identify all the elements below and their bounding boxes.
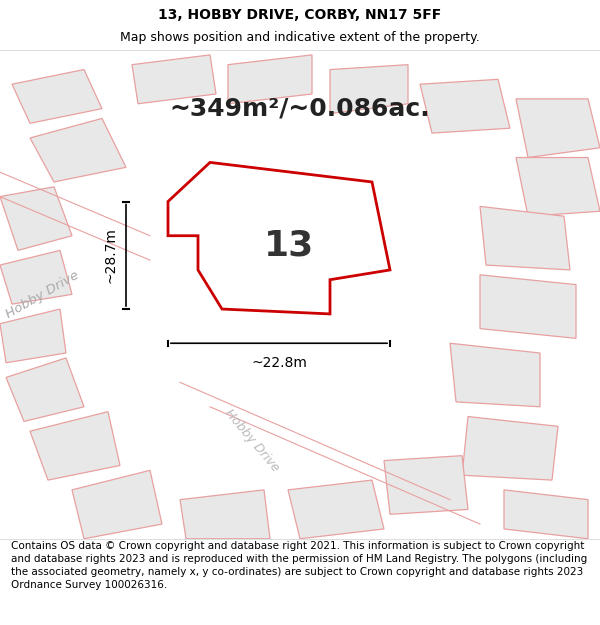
Polygon shape	[0, 309, 66, 362]
Text: Map shows position and indicative extent of the property.: Map shows position and indicative extent…	[120, 31, 480, 44]
Text: ~28.7m: ~28.7m	[104, 228, 118, 283]
Polygon shape	[30, 412, 120, 480]
Text: ~22.8m: ~22.8m	[251, 356, 307, 370]
Polygon shape	[0, 251, 72, 304]
Polygon shape	[420, 79, 510, 133]
Polygon shape	[384, 456, 468, 514]
Polygon shape	[462, 416, 558, 480]
Polygon shape	[12, 69, 102, 123]
Polygon shape	[480, 275, 576, 338]
Text: 13, HOBBY DRIVE, CORBY, NN17 5FF: 13, HOBBY DRIVE, CORBY, NN17 5FF	[158, 8, 442, 22]
Polygon shape	[0, 187, 72, 251]
Polygon shape	[330, 64, 408, 114]
Polygon shape	[72, 471, 162, 539]
Polygon shape	[450, 343, 540, 407]
Text: Contains OS data © Crown copyright and database right 2021. This information is : Contains OS data © Crown copyright and d…	[11, 541, 587, 590]
Polygon shape	[228, 55, 312, 104]
Polygon shape	[180, 490, 270, 539]
Polygon shape	[6, 358, 84, 421]
Polygon shape	[504, 490, 588, 539]
Polygon shape	[288, 480, 384, 539]
Polygon shape	[132, 55, 216, 104]
Polygon shape	[516, 99, 600, 158]
Text: Hobby Drive: Hobby Drive	[3, 268, 81, 321]
Polygon shape	[480, 206, 570, 270]
Text: 13: 13	[263, 229, 314, 263]
Polygon shape	[30, 118, 126, 182]
Text: ~349m²/~0.086ac.: ~349m²/~0.086ac.	[170, 97, 430, 121]
Polygon shape	[516, 158, 600, 216]
Polygon shape	[168, 162, 390, 314]
Text: Hobby Drive: Hobby Drive	[222, 407, 282, 475]
